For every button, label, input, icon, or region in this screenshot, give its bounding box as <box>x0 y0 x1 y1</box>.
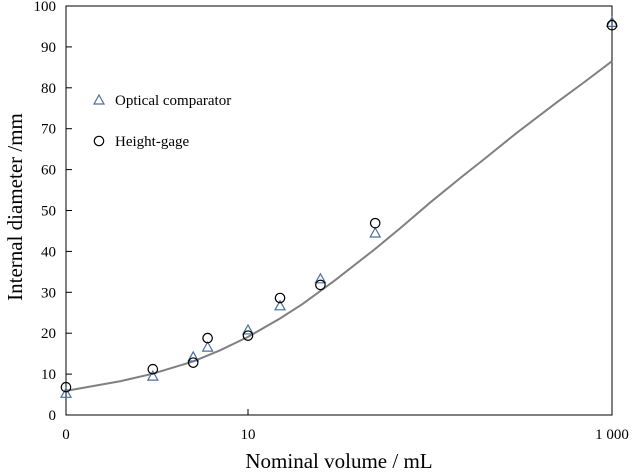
fit-curve-line <box>65 60 613 392</box>
legend-item-optical-comparator: Optical comparator <box>92 93 231 109</box>
y-tick-label: 30 <box>41 285 56 301</box>
x-tick-label: 10 <box>241 427 256 443</box>
data-point-triangle <box>187 350 200 362</box>
x-tick-label: 0 <box>62 427 70 443</box>
series-optical-comparator <box>59 16 619 398</box>
data-point-triangle <box>314 272 327 284</box>
y-tick-label: 100 <box>34 0 57 15</box>
data-point-circle <box>202 332 213 344</box>
x-axis: 0 10 1 000 <box>62 409 629 443</box>
data-point-circle <box>274 292 286 304</box>
data-point-circle <box>315 279 326 291</box>
data-point-circle <box>369 217 381 229</box>
x-tick-label: 1 000 <box>595 427 629 443</box>
x-axis-title: Nominal volume / mL <box>245 449 432 472</box>
fit-curve-layer <box>65 60 613 392</box>
y-tick-label: 40 <box>41 244 56 260</box>
y-axis-title: Internal diameter /mm <box>3 113 27 301</box>
data-point-triangle <box>241 323 255 335</box>
data-point-triangle <box>605 16 619 27</box>
plot-frame <box>65 5 613 416</box>
y-axis: 0 10 20 30 40 50 60 70 80 90 100 <box>34 0 72 424</box>
markers-layer <box>59 16 619 398</box>
data-point-circle <box>606 19 618 31</box>
y-tick-label: 0 <box>49 408 57 424</box>
y-tick-label: 90 <box>41 40 56 56</box>
y-tick-label: 50 <box>41 204 56 220</box>
data-point-triangle <box>369 226 382 238</box>
y-tick-label: 60 <box>41 163 56 179</box>
legend-label-height-gage: Height-gage <box>115 134 189 150</box>
data-point-circle <box>60 381 72 393</box>
legend-triangle-marker <box>92 93 106 105</box>
y-tick-label: 20 <box>41 326 56 342</box>
legend: Optical comparator Height-gage <box>92 93 231 150</box>
data-point-triangle <box>274 299 287 311</box>
data-point-circle <box>187 357 199 368</box>
data-point-triangle <box>146 369 159 381</box>
data-point-triangle <box>201 340 214 352</box>
data-point-triangle <box>59 387 73 398</box>
data-point-circle <box>147 363 159 375</box>
y-tick-label: 70 <box>41 122 56 138</box>
legend-item-height-gage: Height-gage <box>93 134 189 150</box>
y-tick-label: 10 <box>41 367 56 383</box>
data-point-circle <box>242 330 254 341</box>
series-height-gage <box>60 19 618 393</box>
plot-border <box>65 5 613 416</box>
legend-label-optical-comparator: Optical comparator <box>115 93 231 109</box>
legend-circle-marker <box>93 135 105 147</box>
y-tick-label: 80 <box>41 81 56 97</box>
